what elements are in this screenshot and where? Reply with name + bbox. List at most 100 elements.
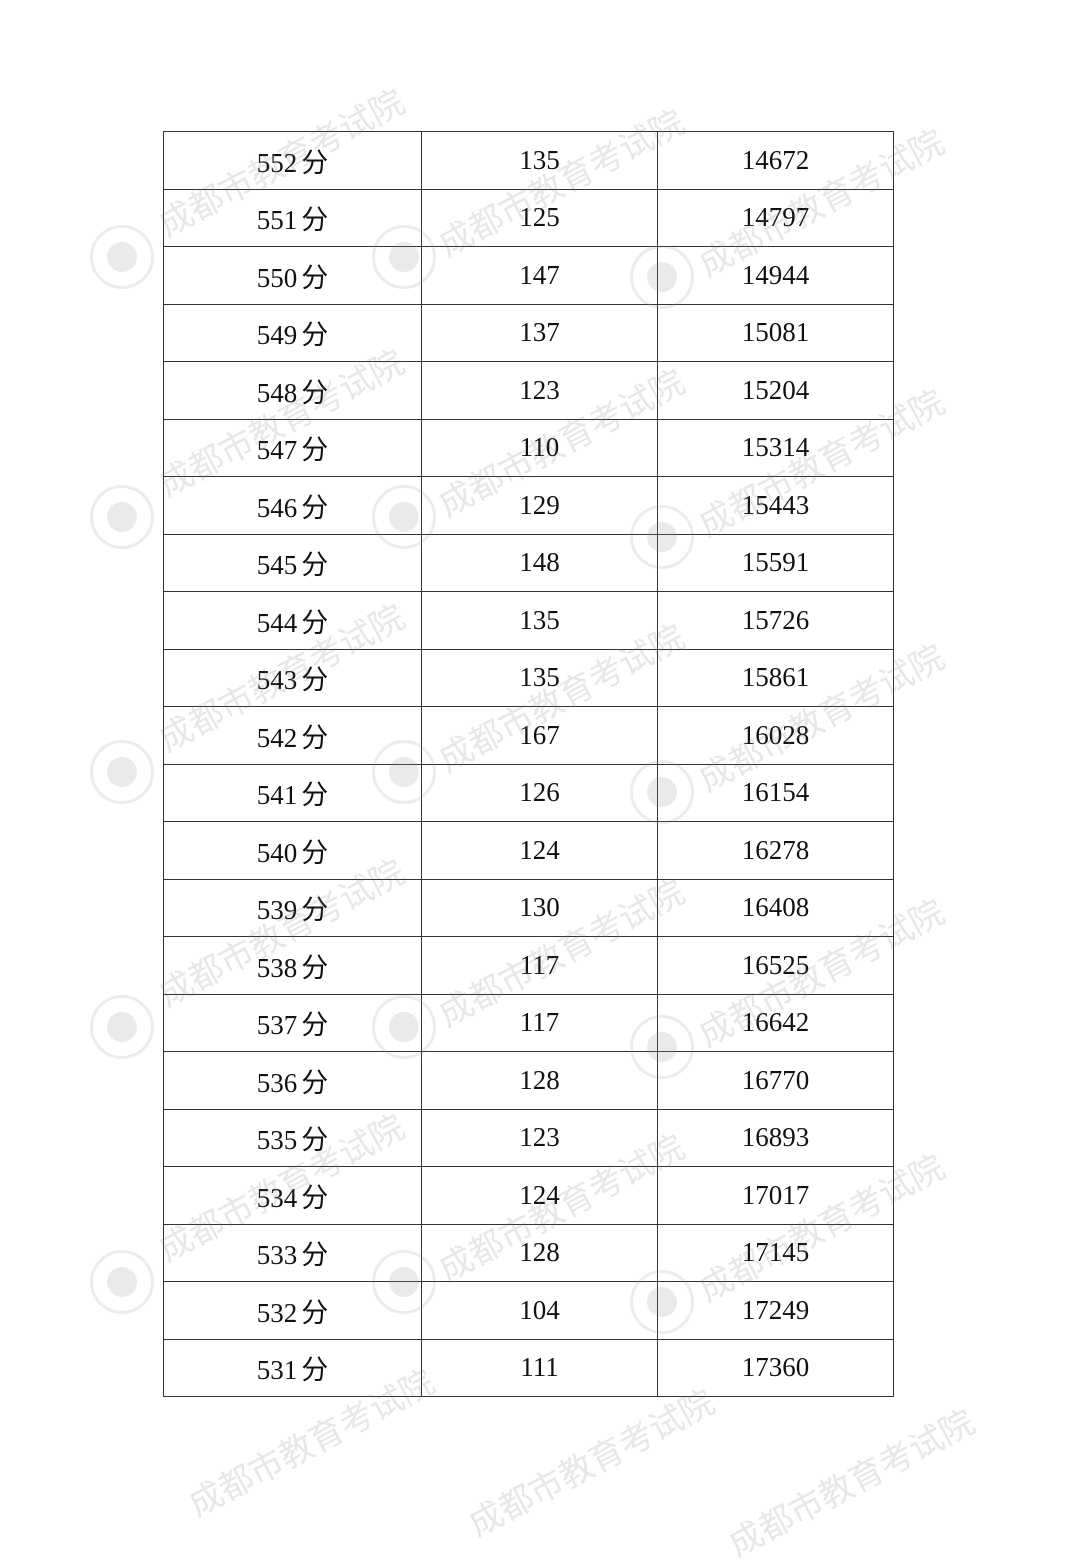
score-unit: 分 — [301, 435, 329, 466]
score-cell: 551 分 — [163, 188, 422, 247]
cumulative-cell-value: 14672 — [741, 144, 810, 175]
count-cell: 137 — [421, 303, 658, 362]
count-cell: 129 — [421, 476, 658, 535]
count-cell-value: 129 — [519, 489, 560, 520]
score-cell-value: 536 — [256, 1067, 298, 1098]
count-cell-value: 125 — [519, 202, 560, 233]
count-cell: 124 — [421, 1166, 658, 1225]
score-cell-value: 545 — [256, 550, 298, 581]
cumulative-cell: 17017 — [657, 1166, 894, 1225]
count-cell: 130 — [421, 878, 658, 937]
count-cell-value: 124 — [519, 834, 560, 865]
cumulative-cell-value: 14797 — [741, 202, 810, 233]
watermark-seal-icon — [90, 225, 154, 289]
count-cell-value: 137 — [519, 317, 560, 348]
score-unit: 分 — [301, 1240, 329, 1271]
score-unit: 分 — [301, 837, 329, 868]
score-cell: 538 分 — [163, 936, 422, 995]
score-cell: 542 分 — [163, 706, 422, 765]
table-row: 538 分 117 16525 — [163, 936, 894, 995]
score-unit: 分 — [301, 1010, 329, 1041]
score-cell: 535 分 — [163, 1108, 422, 1167]
count-cell-value: 104 — [519, 1294, 560, 1325]
score-unit: 分 — [301, 262, 329, 293]
table-row: 549 分 137 15081 — [163, 303, 894, 362]
table-row: 546 分 129 15443 — [163, 476, 894, 535]
score-cell-value: 532 — [256, 1297, 298, 1328]
cumulative-cell: 17145 — [657, 1223, 894, 1282]
score-cell-value: 535 — [256, 1125, 298, 1156]
score-cell: 533 分 — [163, 1223, 422, 1282]
count-cell-value: 117 — [519, 1007, 560, 1038]
score-unit: 分 — [301, 492, 329, 523]
score-cell-value: 534 — [256, 1182, 298, 1213]
cumulative-cell-value: 16525 — [741, 949, 810, 980]
watermark-seal-icon — [90, 485, 154, 549]
cumulative-cell: 16408 — [657, 878, 894, 937]
score-cell-value: 539 — [256, 895, 298, 926]
watermark-text: 成都市教育考试院 — [462, 1382, 722, 1546]
cumulative-cell: 15591 — [657, 533, 894, 592]
count-cell-value: 128 — [519, 1237, 560, 1268]
score-cell-value: 552 — [256, 147, 298, 178]
cumulative-cell: 16642 — [657, 993, 894, 1052]
count-cell: 135 — [421, 591, 658, 650]
score-cell: 536 分 — [163, 1051, 422, 1110]
score-cell: 547 分 — [163, 418, 422, 477]
score-cell: 550 分 — [163, 246, 422, 305]
count-cell: 123 — [421, 1108, 658, 1167]
score-cell: 548 分 — [163, 361, 422, 420]
cumulative-cell: 16893 — [657, 1108, 894, 1167]
count-cell: 117 — [421, 993, 658, 1052]
score-cell-value: 550 — [256, 262, 298, 293]
watermark-text: 成都市教育考试院 — [722, 1402, 982, 1566]
score-cell: 546 分 — [163, 476, 422, 535]
score-unit: 分 — [301, 550, 329, 581]
score-unit: 分 — [301, 1067, 329, 1098]
cumulative-cell: 16525 — [657, 936, 894, 995]
score-unit: 分 — [301, 320, 329, 351]
table-row: 550 分 147 14944 — [163, 246, 894, 305]
table-row: 534 分 124 17017 — [163, 1166, 894, 1225]
cumulative-cell-value: 16408 — [741, 892, 810, 923]
score-cell: 544 分 — [163, 591, 422, 650]
score-cell-value: 543 — [256, 665, 298, 696]
cumulative-cell-value: 16893 — [741, 1122, 810, 1153]
cumulative-cell: 16154 — [657, 763, 894, 822]
table-row: 545 分 148 15591 — [163, 533, 894, 592]
table-row: 547 分 110 15314 — [163, 418, 894, 477]
score-cell: 540 分 — [163, 821, 422, 880]
table-body: 552 分 135 14672 551 分 125 14797 550 分 147 14944 549 分… — [163, 131, 894, 1397]
count-cell: 135 — [421, 648, 658, 707]
count-cell-value: 135 — [519, 144, 560, 175]
score-unit: 分 — [301, 780, 329, 811]
cumulative-cell-value: 17145 — [741, 1237, 810, 1268]
score-unit: 分 — [301, 1125, 329, 1156]
score-cell-value: 541 — [256, 780, 298, 811]
count-cell: 148 — [421, 533, 658, 592]
cumulative-cell: 14797 — [657, 188, 894, 247]
cumulative-cell-value: 17249 — [741, 1294, 810, 1325]
count-cell: 147 — [421, 246, 658, 305]
cumulative-cell-value: 15861 — [741, 662, 810, 693]
count-cell: 111 — [421, 1338, 658, 1397]
cumulative-cell-value: 16642 — [741, 1007, 810, 1038]
table-row: 536 分 128 16770 — [163, 1051, 894, 1110]
score-unit: 分 — [301, 607, 329, 638]
score-unit: 分 — [301, 205, 329, 236]
watermark-seal-icon — [90, 1250, 154, 1314]
count-cell-value: 117 — [519, 949, 560, 980]
cumulative-cell: 16278 — [657, 821, 894, 880]
table-row: 535 分 123 16893 — [163, 1108, 894, 1167]
count-cell-value: 128 — [519, 1064, 560, 1095]
count-cell-value: 148 — [519, 547, 560, 578]
count-cell-value: 123 — [519, 374, 560, 405]
count-cell-value: 124 — [519, 1179, 560, 1210]
cumulative-cell: 15726 — [657, 591, 894, 650]
score-cell: 541 分 — [163, 763, 422, 822]
score-unit: 分 — [301, 722, 329, 753]
count-cell: 124 — [421, 821, 658, 880]
cumulative-cell: 15443 — [657, 476, 894, 535]
cumulative-cell-value: 15591 — [741, 547, 810, 578]
count-cell-value: 130 — [519, 892, 560, 923]
